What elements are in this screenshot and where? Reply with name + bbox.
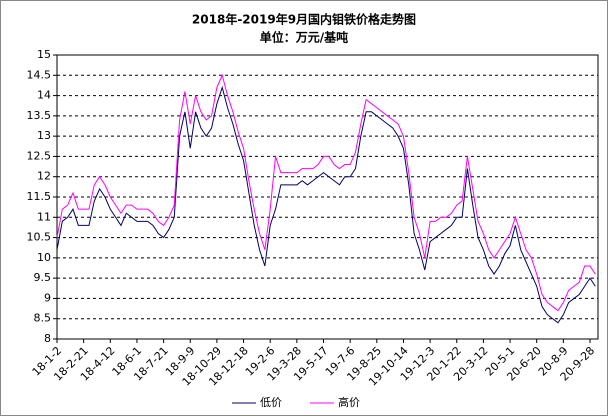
y-tick-label: 13.5 <box>27 109 52 122</box>
y-tick-label: 14 <box>37 89 51 102</box>
y-tick-label: 8.5 <box>34 312 52 325</box>
y-tick-label: 10.5 <box>27 231 52 244</box>
y-tick-label: 9.5 <box>34 271 52 284</box>
chart-subtitle: 单位：万元/基吨 <box>260 30 348 45</box>
legend-label: 高价 <box>338 395 360 409</box>
y-tick-label: 9 <box>44 291 51 304</box>
chart-title: 2018年-2019年9月国内钼铁价格走势图 <box>192 12 416 27</box>
y-tick-label: 12.5 <box>27 149 52 162</box>
y-tick-label: 10 <box>37 251 51 264</box>
series-line <box>56 85 596 324</box>
y-tick-label: 11.5 <box>27 190 52 203</box>
series-line <box>56 73 596 312</box>
legend-label: 低价 <box>260 396 282 409</box>
y-tick-label: 15 <box>37 48 51 61</box>
y-tick-label: 11 <box>37 210 51 223</box>
y-tick-label: 14.5 <box>27 68 52 81</box>
y-tick-label: 13 <box>37 129 51 142</box>
y-tick-label: 12 <box>37 170 51 183</box>
y-tick-label: 8 <box>44 332 51 345</box>
